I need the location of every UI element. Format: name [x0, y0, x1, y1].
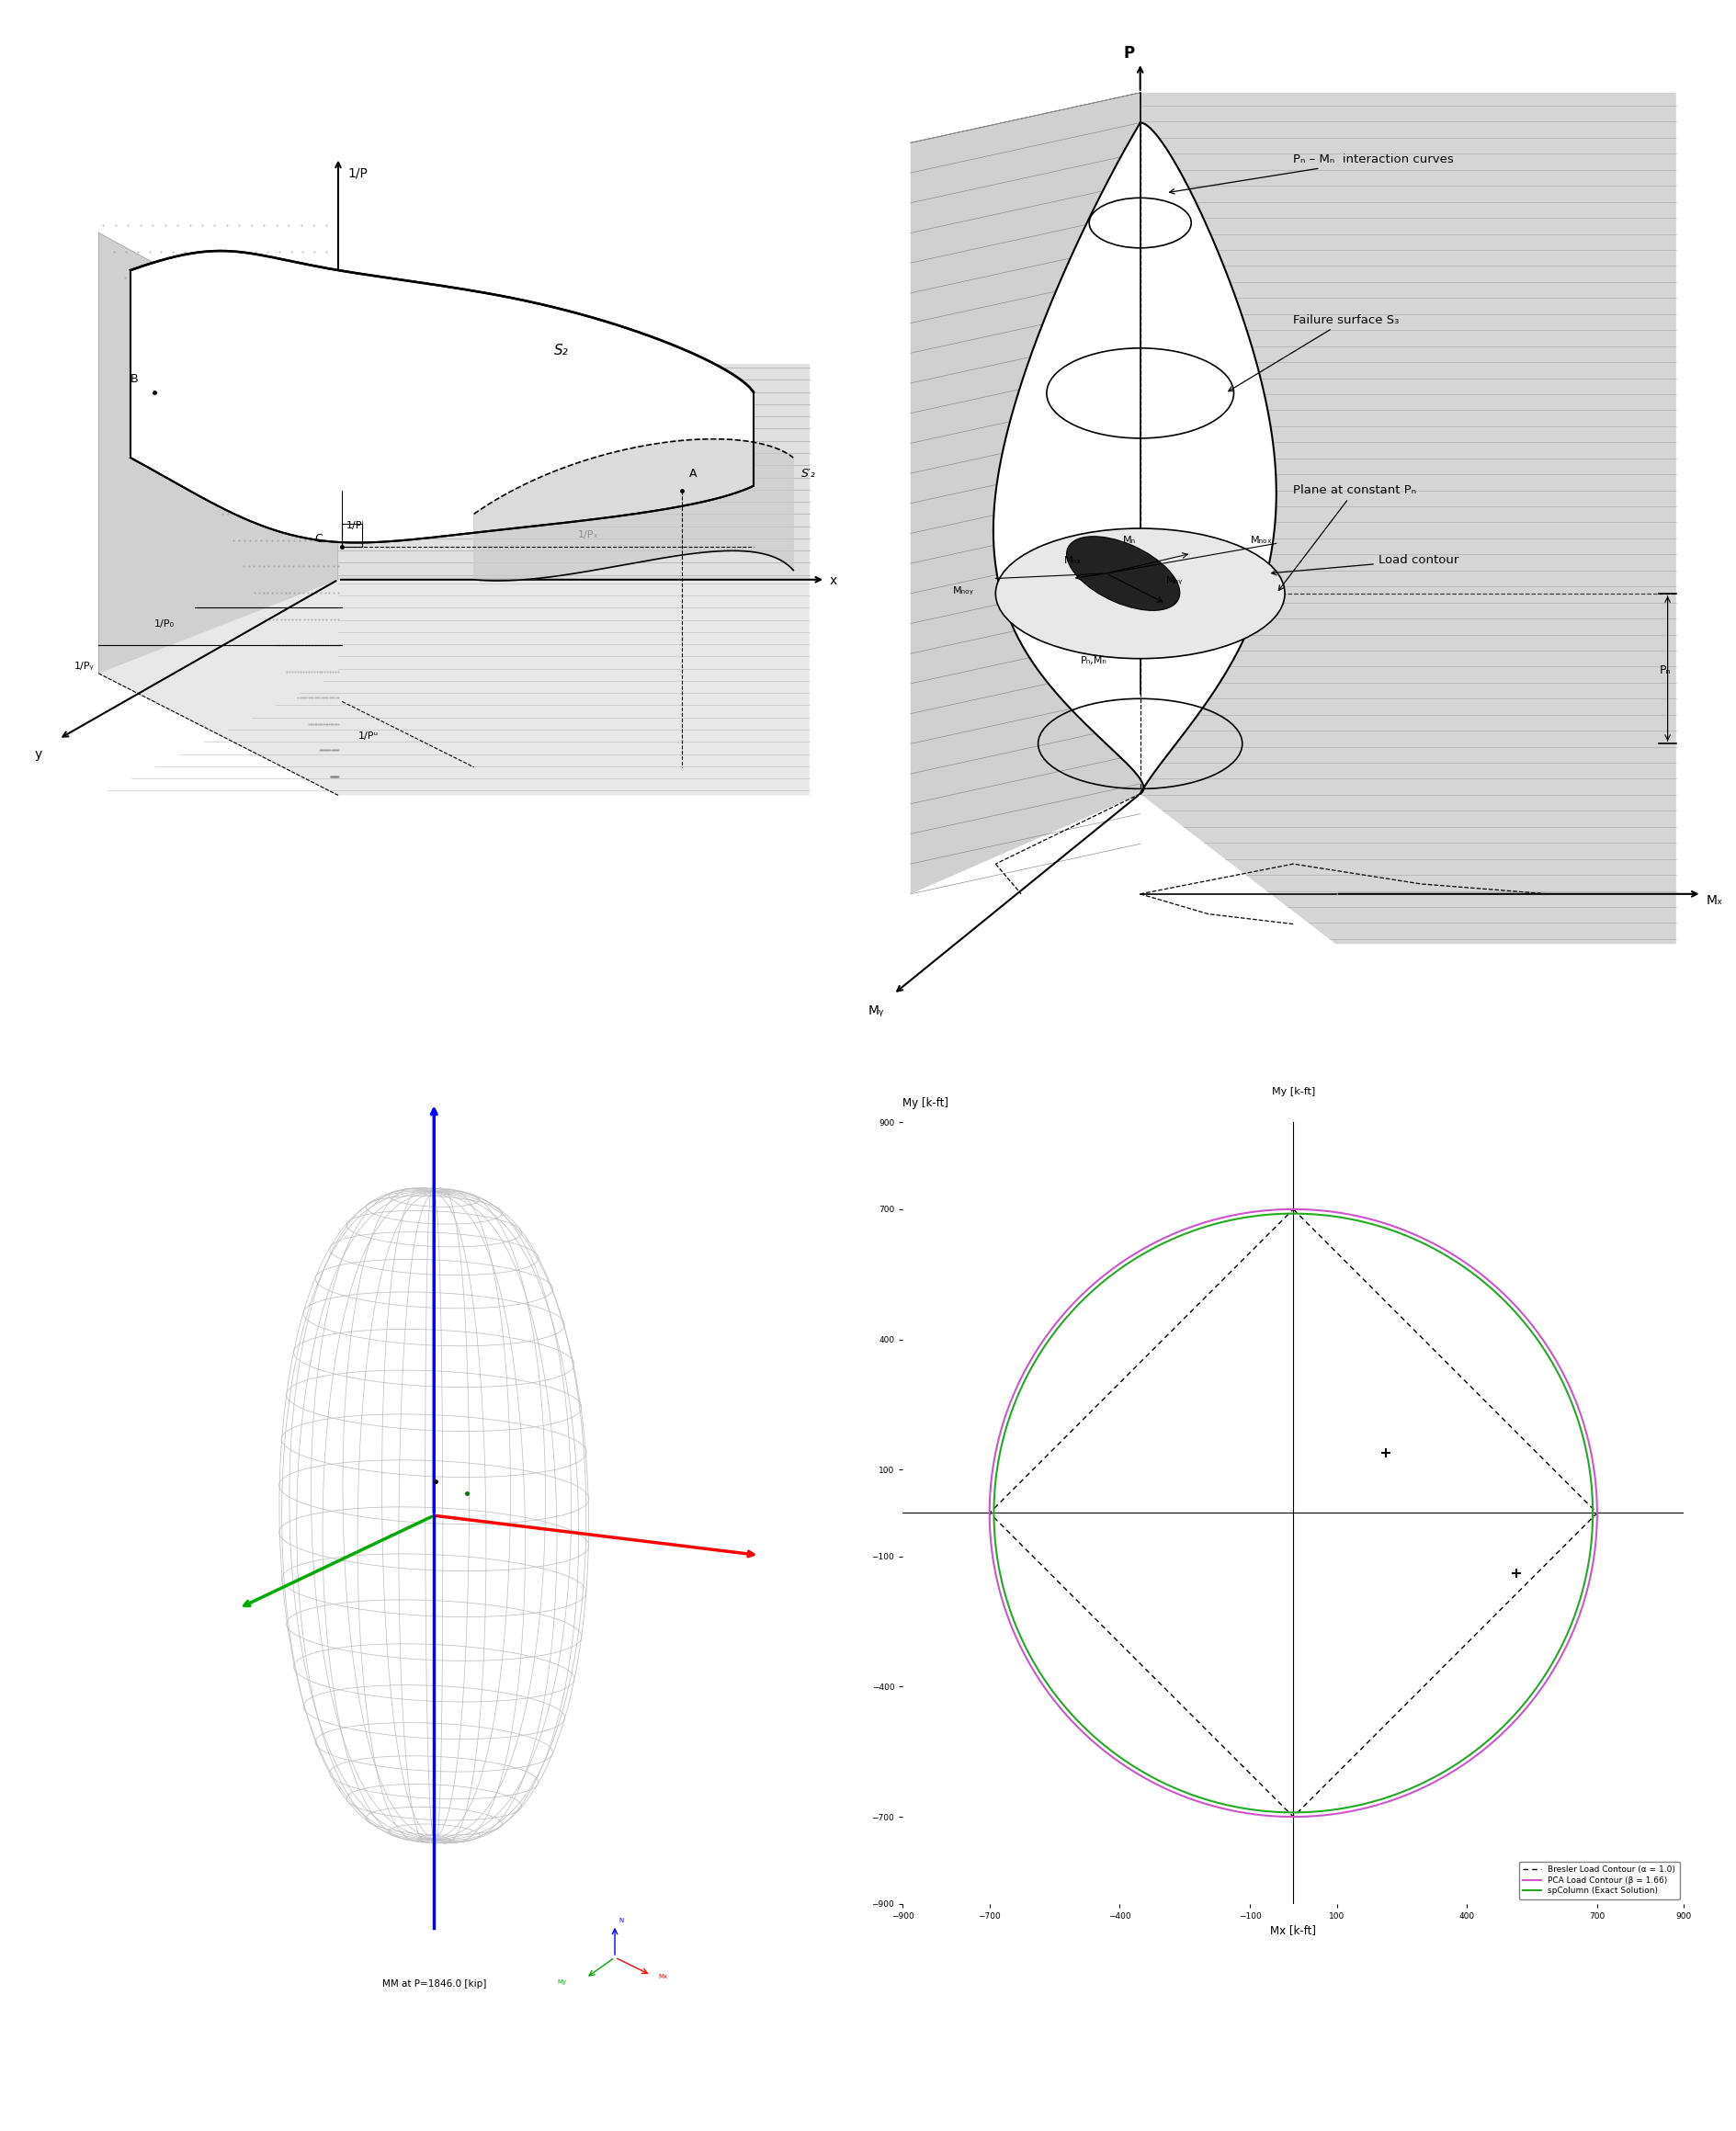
Text: Load contour: Load contour — [1272, 554, 1458, 575]
Text: Mₓ: Mₓ — [1706, 893, 1722, 906]
Polygon shape — [474, 439, 793, 582]
spColumn (Exact Solution) — [1583, 1500, 1604, 1526]
Text: Failure surface S₃: Failure surface S₃ — [1229, 313, 1399, 392]
spColumn (Exact Solution) — [1583, 1500, 1604, 1526]
Text: My [k-ft]: My [k-ft] — [903, 1097, 948, 1110]
Text: y: y — [35, 748, 42, 761]
Text: Mₙᵧ: Mₙᵧ — [1167, 575, 1182, 586]
PCA Load Contour (β = 1.66) — [1587, 1500, 1608, 1526]
PCA Load Contour (β = 1.66) — [1585, 1539, 1606, 1564]
Text: Mₙₒᵧ: Mₙₒᵧ — [953, 586, 974, 595]
Polygon shape — [99, 232, 339, 795]
spColumn (Exact Solution) — [1580, 1539, 1601, 1564]
Line: spColumn (Exact Solution): spColumn (Exact Solution) — [995, 1213, 1594, 1813]
PCA Load Contour (β = 1.66) — [1281, 1805, 1302, 1831]
Text: 1/Pₓ: 1/Pₓ — [578, 531, 599, 539]
Text: 1/Pᵧ: 1/Pᵧ — [75, 661, 94, 671]
Ellipse shape — [1066, 537, 1180, 609]
Text: My: My — [557, 1980, 566, 1984]
Polygon shape — [130, 251, 753, 543]
Text: B: B — [130, 373, 139, 386]
spColumn (Exact Solution) — [1038, 1673, 1059, 1698]
Legend: Bresler Load Contour (α = 1.0), PCA Load Contour (β = 1.66), spColumn (Exact Sol: Bresler Load Contour (α = 1.0), PCA Load… — [1519, 1860, 1680, 1899]
Line: Bresler Load Contour (α = 1.0): Bresler Load Contour (α = 1.0) — [990, 1208, 1597, 1818]
Text: Mᵧ: Mᵧ — [868, 1004, 884, 1016]
Text: 1/P: 1/P — [347, 166, 368, 179]
PCA Load Contour (β = 1.66) — [983, 1455, 1003, 1481]
PCA Load Contour (β = 1.66) — [981, 1468, 1002, 1494]
Bresler Load Contour (α = 1.0) — [1283, 1805, 1304, 1831]
Bresler Load Contour (α = 1.0) — [979, 1500, 1000, 1526]
Polygon shape — [339, 364, 809, 580]
spColumn (Exact Solution) — [984, 1468, 1005, 1494]
Bresler Load Contour (α = 1.0) — [1283, 1195, 1304, 1221]
Text: P: P — [1123, 45, 1134, 62]
PCA Load Contour (β = 1.66) — [1035, 1675, 1055, 1701]
Text: Plane at constant Pₙ: Plane at constant Pₙ — [1279, 484, 1417, 590]
PCA Load Contour (β = 1.66) — [1587, 1500, 1608, 1526]
Text: Pₙ,Mₙ: Pₙ,Mₙ — [1080, 656, 1108, 665]
Text: C: C — [314, 533, 323, 546]
Text: N: N — [618, 1918, 623, 1922]
Polygon shape — [1141, 94, 1675, 944]
Text: MM at P=1846.0 [kip]: MM at P=1846.0 [kip] — [382, 1980, 486, 1988]
Text: 1/Pᵘ: 1/Pᵘ — [358, 731, 378, 742]
Line: PCA Load Contour (β = 1.66): PCA Load Contour (β = 1.66) — [990, 1208, 1597, 1818]
Text: My [k-ft]: My [k-ft] — [1271, 1087, 1316, 1097]
PCA Load Contour (β = 1.66) — [1281, 1195, 1302, 1221]
PCA Load Contour (β = 1.66) — [1418, 1773, 1439, 1799]
PCA Load Contour (β = 1.66) — [990, 1581, 1010, 1607]
Text: Pₙ – Mₙ  interaction curves: Pₙ – Mₙ interaction curves — [1170, 153, 1455, 194]
spColumn (Exact Solution) — [1417, 1769, 1437, 1794]
Text: Mₙₓ: Mₙₓ — [1064, 556, 1082, 565]
Text: 1/Pᴵ: 1/Pᴵ — [345, 520, 365, 531]
spColumn (Exact Solution) — [1281, 1200, 1302, 1225]
Polygon shape — [993, 124, 1276, 793]
spColumn (Exact Solution) — [995, 1581, 1016, 1607]
Text: A: A — [689, 467, 698, 479]
X-axis label: Mx [k-ft]: Mx [k-ft] — [1271, 1924, 1316, 1935]
Text: Mx: Mx — [658, 1973, 668, 1980]
Bar — [342, 524, 363, 548]
Text: 1/P₀: 1/P₀ — [155, 620, 175, 629]
Text: Mₙ: Mₙ — [1123, 537, 1135, 546]
Polygon shape — [910, 94, 1141, 895]
Ellipse shape — [996, 528, 1285, 658]
Text: S′₂: S′₂ — [802, 467, 816, 479]
spColumn (Exact Solution) — [1281, 1801, 1302, 1826]
Text: x: x — [830, 573, 837, 586]
Bresler Load Contour (α = 1.0) — [1587, 1500, 1608, 1526]
Text: S₂: S₂ — [554, 343, 568, 358]
Text: Mₙₒₓ: Mₙₒₓ — [1250, 537, 1272, 546]
Polygon shape — [99, 580, 809, 795]
Text: Pₙ: Pₙ — [1660, 665, 1670, 676]
spColumn (Exact Solution) — [986, 1458, 1007, 1483]
Bresler Load Contour (α = 1.0) — [1283, 1195, 1304, 1221]
